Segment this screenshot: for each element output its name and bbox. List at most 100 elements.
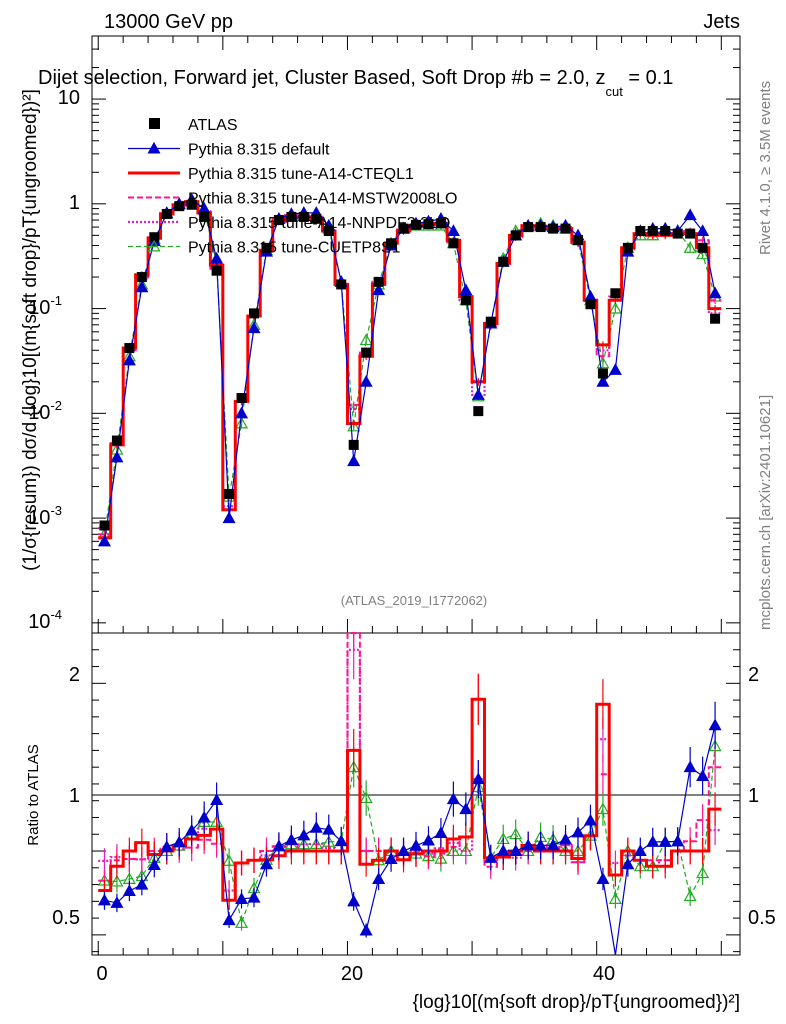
pythia-default-point bbox=[708, 286, 722, 299]
pythia-default-point bbox=[459, 283, 473, 296]
selection-title: Dijet selection, Forward jet, Cluster Ba… bbox=[38, 67, 673, 99]
atlas-point bbox=[523, 222, 534, 233]
pythia-default-ratio-point bbox=[646, 835, 660, 847]
energy-label: 13000 GeV pp bbox=[104, 11, 233, 33]
atlas-point bbox=[685, 228, 696, 239]
pythia-default-point bbox=[696, 224, 710, 237]
atlas-point bbox=[161, 208, 172, 219]
atlas-point bbox=[672, 228, 683, 239]
atlas-point bbox=[199, 211, 210, 222]
atlas-point bbox=[585, 299, 596, 310]
pythia-default-ratio-point bbox=[147, 858, 161, 870]
atlas-point bbox=[473, 406, 484, 417]
atlas-point bbox=[361, 347, 372, 358]
pythia-default-ratio-point bbox=[347, 894, 361, 907]
ratio-y-tick-label-right: 2 bbox=[748, 664, 759, 686]
atlas-point bbox=[311, 213, 322, 224]
legend-entry: ATLAS bbox=[149, 117, 238, 134]
pythia-default-ratio-point bbox=[409, 838, 423, 851]
atlas-point bbox=[697, 242, 708, 253]
legend-label: ATLAS bbox=[188, 117, 238, 134]
pythia-default-ratio-point bbox=[110, 896, 124, 908]
atlas-point bbox=[423, 219, 434, 230]
pythia-default-point bbox=[210, 251, 224, 264]
pythia-default-ratio-point bbox=[272, 839, 286, 852]
pythia-cuetp8s1-point bbox=[683, 241, 697, 253]
ratio-y-tick-label: 1 bbox=[69, 785, 80, 807]
atlas-point bbox=[485, 316, 496, 327]
pythia-default-ratio-point bbox=[633, 844, 647, 857]
main-y-tick-label: 1 bbox=[69, 192, 80, 214]
pythia-default-ratio-point bbox=[671, 834, 685, 847]
pythia-default-ratio-point bbox=[322, 822, 336, 835]
pythia-default-point bbox=[222, 511, 236, 524]
pythia-default-ratio-point bbox=[559, 832, 573, 845]
pythia-default-ratio-point bbox=[708, 718, 722, 731]
pythia-cuetp8s1-point bbox=[696, 247, 710, 260]
pythia-default-ratio-point bbox=[384, 852, 398, 865]
pythia-default-ratio-point bbox=[359, 923, 373, 936]
atlas-point bbox=[336, 279, 347, 290]
pythia-cuetp8s1-ratio-point bbox=[596, 802, 610, 815]
atlas-point bbox=[610, 288, 621, 299]
pythia-default-ratio-point bbox=[459, 802, 473, 815]
legend-label: Pythia 8.315 tune-A14-NNPDF2.3LO bbox=[188, 215, 450, 232]
pythia-cuetp8s1-ratio-point bbox=[683, 889, 697, 902]
atlas-point bbox=[298, 211, 309, 222]
atlas-point bbox=[99, 520, 110, 531]
main-y-tick-label: 10-3 bbox=[28, 503, 62, 529]
selection-title-main: Dijet selection, Forward jet, Cluster Ba… bbox=[38, 67, 605, 89]
atlas-point bbox=[323, 226, 334, 237]
legend-marker-square bbox=[149, 118, 160, 129]
atlas-point bbox=[435, 218, 446, 229]
pythia-default-ratio-point bbox=[172, 835, 186, 848]
pythia-cuetp8s1-point bbox=[359, 333, 373, 346]
legend-label: Pythia 8.315 tune-CUETP8S1 bbox=[188, 240, 401, 257]
pythia-default-point bbox=[596, 375, 610, 387]
selection-title-tail: = 0.1 bbox=[623, 67, 674, 89]
ratio-y-tick-label-right: 1 bbox=[748, 785, 759, 807]
pythia-default-ratio-point bbox=[683, 760, 697, 773]
atlas-point bbox=[386, 238, 397, 249]
atlas-point bbox=[236, 393, 247, 404]
atlas-point bbox=[124, 343, 135, 354]
ratio-y-axis-title: Ratio to ATLAS bbox=[25, 744, 42, 845]
pythia-default-ratio-point bbox=[534, 838, 548, 851]
pythia-default-ratio-point bbox=[185, 823, 199, 836]
pythia-default-ratio-point bbox=[135, 877, 149, 890]
pythia-default-ratio-point bbox=[484, 850, 498, 863]
pythia-default-ratio-point bbox=[284, 833, 298, 845]
legend-entry: Pythia 8.315 tune-CUETP8S1 bbox=[128, 240, 401, 257]
legend-marker-triangle bbox=[147, 141, 161, 154]
legend-entry: Pythia 8.315 tune-A14-NNPDF2.3LO bbox=[128, 215, 450, 232]
ratio-y-tick-label-right: 0.5 bbox=[748, 907, 776, 929]
pythia-default-point bbox=[359, 375, 373, 387]
rivet-label: Rivet 4.1.0, ≥ 3.5M events bbox=[757, 81, 774, 255]
pythia-default-ratio-point bbox=[97, 893, 111, 906]
atlas-point bbox=[498, 256, 509, 267]
pythia-default-ratio-point bbox=[621, 857, 635, 870]
atlas-point bbox=[535, 222, 546, 233]
atlas-point bbox=[286, 211, 297, 222]
atlas-point bbox=[136, 272, 147, 283]
pythia-default-point bbox=[347, 454, 361, 467]
atlas-point bbox=[373, 276, 384, 287]
pythia-default-ratio-point bbox=[521, 838, 535, 851]
atlas-point bbox=[111, 435, 122, 446]
pythia-default-point bbox=[372, 283, 386, 296]
pythia-default-point bbox=[235, 406, 249, 419]
pythia-default-ratio-point bbox=[571, 825, 585, 838]
pythia-default-ratio-point bbox=[122, 884, 136, 896]
ratio-frame bbox=[91, 632, 741, 956]
legend-marker-open-triangle bbox=[147, 239, 161, 252]
atlas-point bbox=[660, 226, 671, 237]
atlas-point bbox=[261, 242, 272, 253]
category-label: Jets bbox=[703, 11, 740, 33]
atlas-point bbox=[560, 223, 571, 234]
pythia-cuetp8s1-ratio-point bbox=[359, 791, 373, 804]
atlas-point bbox=[460, 295, 471, 306]
pythia-default-ratio-point bbox=[496, 844, 510, 857]
pythia-default-ratio-point bbox=[421, 833, 435, 846]
pythia-cuetp8s1-ratio-point bbox=[235, 916, 249, 928]
